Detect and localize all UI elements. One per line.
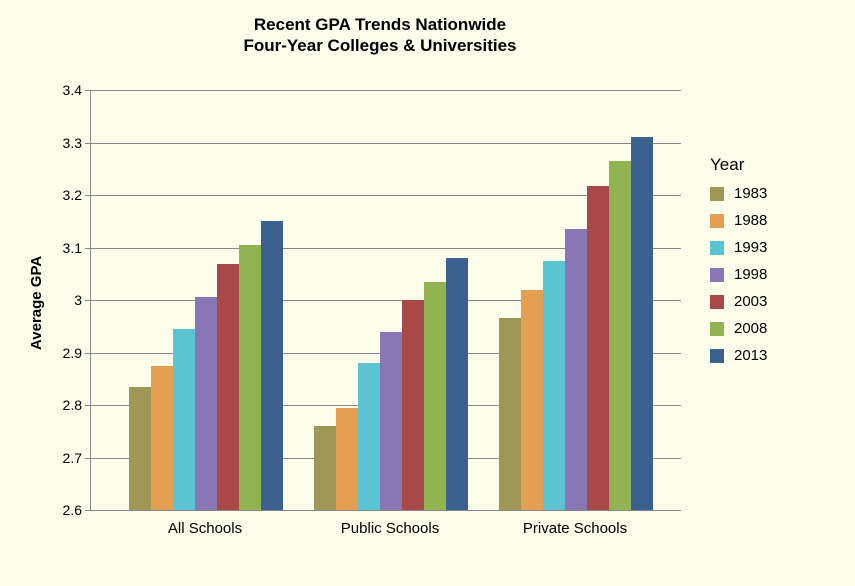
bar xyxy=(424,282,446,510)
x-category-label: Private Schools xyxy=(523,520,627,537)
y-tick-label: 3 xyxy=(22,292,82,308)
y-tick-label: 2.8 xyxy=(22,397,82,413)
legend-label: 1993 xyxy=(734,239,767,256)
y-tick-label: 3.3 xyxy=(22,135,82,151)
legend-swatch xyxy=(710,214,724,228)
x-category-label: Public Schools xyxy=(341,520,439,537)
bar xyxy=(543,261,565,510)
legend-item: 2013 xyxy=(710,347,767,364)
bar xyxy=(565,229,587,510)
y-tick-label: 2.9 xyxy=(22,345,82,361)
y-tick-label: 2.6 xyxy=(22,502,82,518)
y-tick-mark xyxy=(85,143,91,144)
legend-item: 1998 xyxy=(710,266,767,283)
bar xyxy=(499,318,521,510)
bar xyxy=(217,264,239,510)
y-tick-label: 3.1 xyxy=(22,240,82,256)
legend-label: 1988 xyxy=(734,212,767,229)
bar xyxy=(358,363,380,510)
bar xyxy=(173,329,195,510)
legend-swatch xyxy=(710,322,724,336)
x-category-label: All Schools xyxy=(168,520,242,537)
plot-area xyxy=(90,90,681,511)
legend-swatch xyxy=(710,241,724,255)
bar xyxy=(314,426,336,510)
chart-title-line2: Four-Year Colleges & Universities xyxy=(0,35,760,56)
legend-label: 2003 xyxy=(734,293,767,310)
legend-item: 1983 xyxy=(710,185,767,202)
legend-swatch xyxy=(710,295,724,309)
y-tick-mark xyxy=(85,248,91,249)
legend-item: 2008 xyxy=(710,320,767,337)
gridline xyxy=(91,90,681,91)
bar xyxy=(521,290,543,511)
bar xyxy=(195,297,217,510)
bar xyxy=(129,387,151,510)
y-tick-mark xyxy=(85,405,91,406)
legend-swatch xyxy=(710,268,724,282)
legend-title: Year xyxy=(710,155,767,175)
chart-title: Recent GPA Trends Nationwide Four-Year C… xyxy=(0,14,760,57)
gpa-trends-chart: Recent GPA Trends Nationwide Four-Year C… xyxy=(0,0,855,586)
bar xyxy=(609,161,631,510)
legend-label: 1998 xyxy=(734,266,767,283)
bar xyxy=(380,332,402,511)
y-tick-mark xyxy=(85,90,91,91)
chart-title-line1: Recent GPA Trends Nationwide xyxy=(0,14,760,35)
y-tick-mark xyxy=(85,195,91,196)
bar xyxy=(446,258,468,510)
legend-label: 1983 xyxy=(734,185,767,202)
legend-swatch xyxy=(710,187,724,201)
legend-label: 2008 xyxy=(734,320,767,337)
bar xyxy=(261,221,283,510)
bar xyxy=(336,408,358,510)
bar xyxy=(631,137,653,510)
legend-item: 1988 xyxy=(710,212,767,229)
y-tick-mark xyxy=(85,300,91,301)
legend: Year 1983 1988 1993 1998 2003 2008 2013 xyxy=(710,155,767,374)
bar-group xyxy=(499,137,653,510)
bar-group xyxy=(314,258,468,510)
y-tick-mark xyxy=(85,510,91,511)
bar xyxy=(151,366,173,510)
y-tick-mark xyxy=(85,353,91,354)
legend-swatch xyxy=(710,349,724,363)
y-tick-label: 2.7 xyxy=(22,450,82,466)
legend-item: 1993 xyxy=(710,239,767,256)
y-tick-label: 3.2 xyxy=(22,187,82,203)
y-tick-mark xyxy=(85,458,91,459)
bar xyxy=(402,300,424,510)
legend-label: 2013 xyxy=(734,347,767,364)
bar-group xyxy=(129,221,283,510)
legend-item: 2003 xyxy=(710,293,767,310)
bar xyxy=(239,245,261,510)
bar xyxy=(587,186,609,510)
y-tick-label: 3.4 xyxy=(22,82,82,98)
